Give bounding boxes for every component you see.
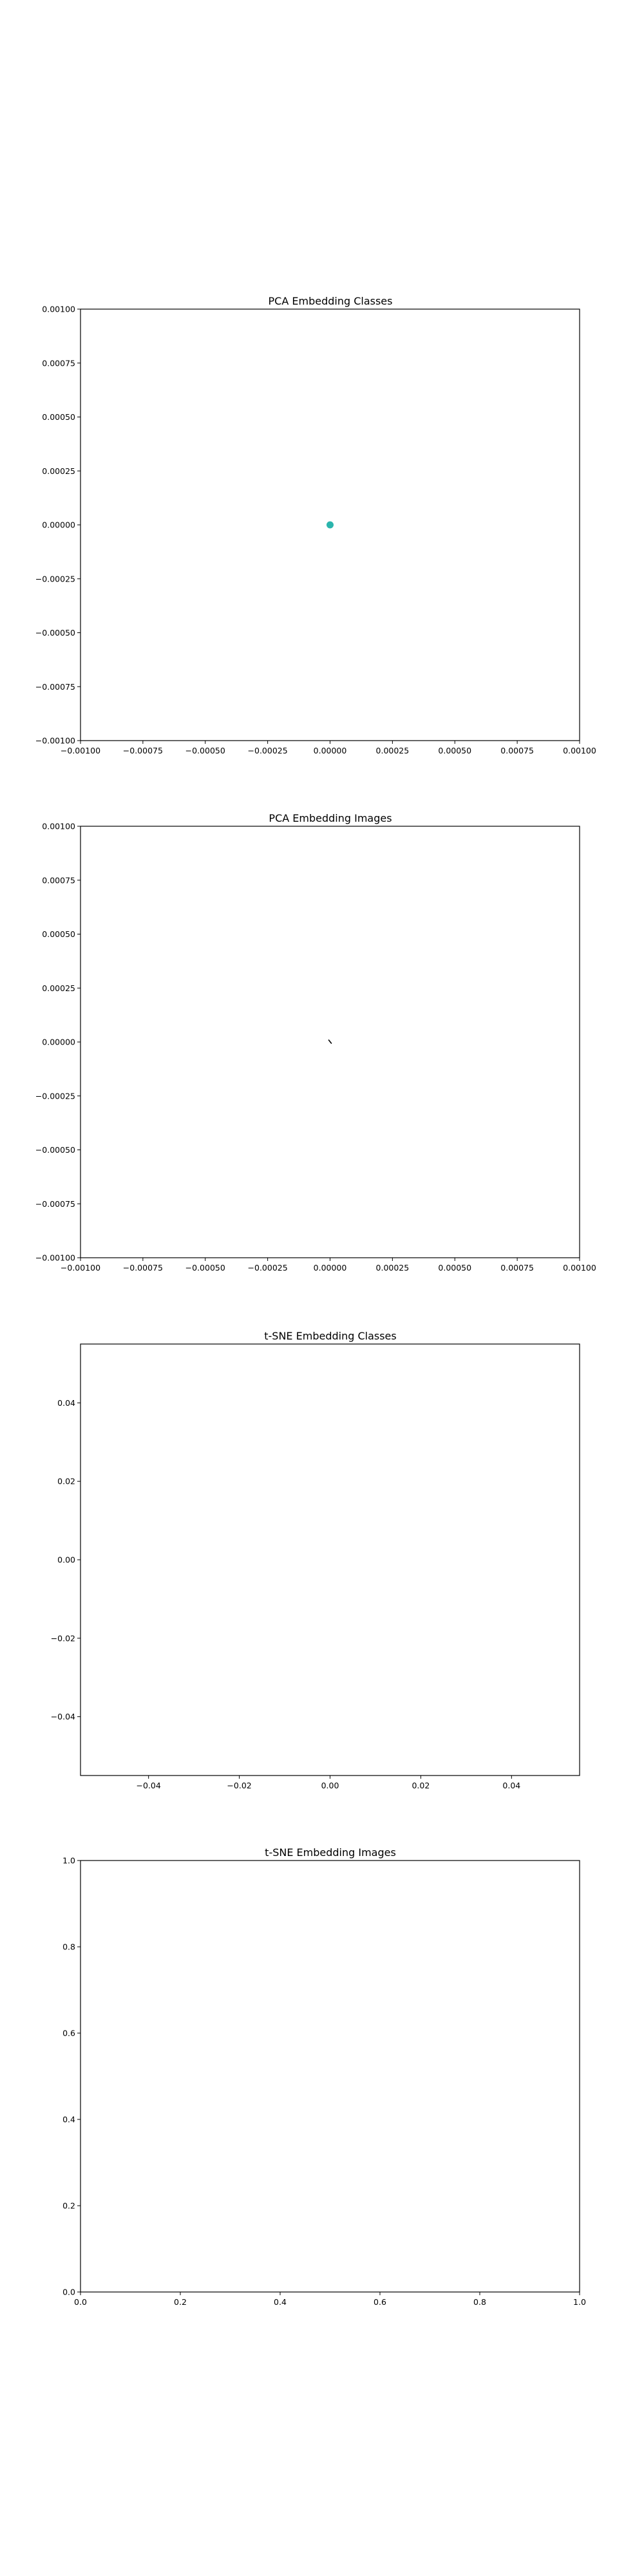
y-tick-label: −0.00075: [35, 1199, 75, 1209]
x-tick-label: 0.00025: [376, 1263, 410, 1273]
y-tick-label: 0.04: [57, 1398, 75, 1408]
x-tick-label: 0.00050: [438, 746, 471, 755]
chart-title: PCA Embedding Images: [269, 812, 392, 824]
x-tick-label: −0.00050: [185, 1263, 225, 1273]
data-points: [328, 1039, 332, 1044]
x-tick-label: 0.00050: [438, 1263, 471, 1273]
x-tick-label: 0.2: [174, 2297, 187, 2307]
x-tick-label: −0.00075: [123, 1263, 163, 1273]
x-tick-label: 0.00: [321, 1781, 339, 1790]
x-tick-label: 0.00075: [500, 746, 534, 755]
chart-tsne-embedding-classes: t-SNE Embedding Classes −0.04 −0.02 0.00 0.…: [51, 1330, 580, 1790]
x-tick-label: 0.00000: [314, 746, 347, 755]
y-tick-label: −0.04: [51, 1712, 75, 1721]
chart-pca-embedding-images: PCA Embedding Images −0.00100 −0.00075 −0.…: [35, 812, 596, 1273]
x-tick-label: −0.00100: [61, 1263, 100, 1273]
y-tick-label: 0.00050: [42, 929, 75, 939]
data-point: [328, 1039, 332, 1044]
y-tick-label: −0.00100: [35, 1253, 75, 1263]
y-tick-label: 0.00050: [42, 412, 75, 422]
y-tick-label: 0.00075: [42, 875, 75, 885]
y-tick-label: −0.00075: [35, 682, 75, 692]
x-tick-label: −0.04: [137, 1781, 161, 1790]
x-tick-label: −0.00075: [123, 746, 163, 755]
x-tick-label: 0.6: [374, 2297, 386, 2307]
y-tick-label: 0.6: [62, 2029, 75, 2038]
x-tick-label: −0.00050: [185, 746, 225, 755]
y-tick-label: 0.00100: [42, 305, 75, 314]
chart-pca-embedding-classes: PCA Embedding Classes −0.00100 −0.00075 −0…: [35, 295, 596, 755]
x-tick-label: −0.02: [227, 1781, 251, 1790]
y-tick-label: −0.00025: [35, 574, 75, 583]
x-axis: 0.0 0.2 0.4 0.6 0.8 1.0: [74, 2292, 586, 2307]
x-axis: −0.00100 −0.00075 −0.00050 −0.00025 0.00000 0…: [61, 741, 596, 755]
x-tick-label: −0.00100: [61, 746, 100, 755]
y-tick-label: 0.2: [62, 2201, 75, 2211]
x-tick-label: 0.0: [74, 2297, 87, 2307]
y-tick-label: −0.00100: [35, 736, 75, 746]
x-tick-label: 0.00000: [314, 1263, 347, 1273]
x-tick-label: 0.00025: [376, 746, 410, 755]
y-tick-label: 0.00: [57, 1555, 75, 1565]
y-tick-label: 1.0: [62, 1856, 75, 1866]
x-axis: −0.04 −0.02 0.00 0.02 0.04: [137, 1776, 520, 1790]
y-tick-label: 0.8: [62, 1942, 75, 1952]
y-tick-label: 0.00025: [42, 983, 75, 993]
y-tick-label: −0.00050: [35, 628, 75, 638]
plot-area: [80, 1860, 580, 2293]
x-tick-label: 0.04: [502, 1781, 520, 1790]
chart-title: PCA Embedding Classes: [269, 295, 393, 307]
x-tick-label: 0.00100: [563, 1263, 596, 1273]
x-tick-label: −0.00025: [248, 746, 288, 755]
y-axis: 1.0 0.8 0.6 0.4 0.2 0.0: [62, 1856, 80, 2297]
y-tick-label: 0.02: [57, 1477, 75, 1486]
chart-tsne-embedding-images: t-SNE Embedding Images 0.0 0.2 0.4 0.6 0.8 1.…: [62, 1846, 586, 2307]
data-points: [327, 521, 334, 529]
chart-title: t-SNE Embedding Images: [265, 1846, 396, 1859]
data-point: [327, 521, 334, 529]
y-tick-label: −0.02: [51, 1633, 75, 1643]
y-axis: 0.00100 0.00075 0.00050 0.00025 0.00000 −0.00…: [35, 305, 80, 746]
chart-title: t-SNE Embedding Classes: [264, 1330, 396, 1342]
x-tick-label: 0.00075: [500, 1263, 534, 1273]
y-axis: 0.00100 0.00075 0.00050 0.00025 0.00000 −0.00…: [35, 822, 80, 1263]
x-tick-label: 0.4: [274, 2297, 287, 2307]
x-tick-label: 0.8: [473, 2297, 486, 2307]
y-tick-label: 0.00000: [42, 1037, 75, 1047]
x-tick-label: −0.00025: [248, 1263, 288, 1273]
y-tick-label: 0.4: [62, 2115, 75, 2125]
x-tick-label: 0.02: [412, 1781, 430, 1790]
x-tick-label: 0.00100: [563, 746, 596, 755]
y-tick-label: 0.0: [62, 2287, 75, 2297]
x-tick-label: 1.0: [573, 2297, 586, 2307]
y-tick-label: 0.00000: [42, 520, 75, 530]
y-tick-label: 0.00100: [42, 822, 75, 831]
y-tick-label: 0.00025: [42, 466, 75, 476]
y-tick-label: −0.00025: [35, 1091, 75, 1101]
y-tick-label: 0.00075: [42, 358, 75, 368]
y-axis: 0.04 0.02 0.00 −0.02 −0.04: [51, 1398, 80, 1721]
x-axis: −0.00100 −0.00075 −0.00050 −0.00025 0.00000 0…: [61, 1258, 596, 1273]
y-tick-label: −0.00050: [35, 1145, 75, 1155]
